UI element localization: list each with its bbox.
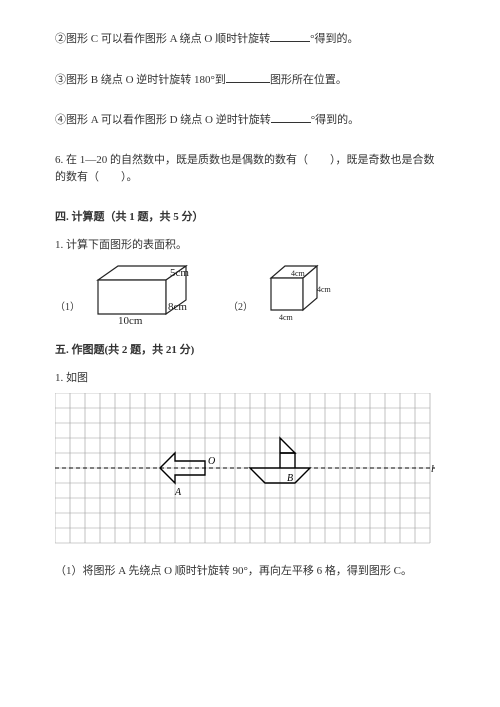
q2-prefix: ②图形 C 可以看作图形 A 绕点 O 顺时针旋转 — [55, 33, 270, 45]
q6-text: 6. 在 1—20 的自然数中，既是质数也是偶数的数有（ ），既是奇数也是合数的… — [55, 154, 435, 184]
svg-text:A: A — [174, 487, 182, 498]
question-4: ④图形 A 可以看作图形 D 绕点 O 逆时针旋转 °得到的。 — [55, 111, 445, 130]
q3-blank[interactable] — [226, 71, 270, 83]
question-6: 6. 在 1—20 的自然数中，既是质数也是偶数的数有（ ），既是奇数也是合数的… — [55, 152, 445, 187]
question-2: ②图形 C 可以看作图形 A 绕点 O 顺时针旋转 °得到的。 — [55, 30, 445, 49]
q2-suffix: °得到的。 — [310, 33, 358, 45]
svg-text:8cm: 8cm — [168, 301, 187, 313]
svg-text:O: O — [208, 456, 215, 467]
svg-text:5cm: 5cm — [170, 267, 189, 279]
cube-icon: 4cm 4cm 4cm — [261, 262, 333, 324]
svg-text:4cm: 4cm — [279, 313, 294, 322]
q2-blank[interactable] — [270, 30, 310, 42]
q4-prefix: ④图形 A 可以看作图形 D 绕点 O 逆时针旋转 — [55, 114, 271, 126]
q4-blank[interactable] — [271, 111, 311, 123]
section-4-title: 四. 计算题（共 1 题，共 5 分） — [55, 209, 445, 227]
svg-text:B: B — [287, 473, 293, 484]
svg-text:4cm: 4cm — [291, 269, 306, 278]
section-5-title: 五. 作图题(共 2 题，共 21 分) — [55, 342, 445, 360]
cuboid-figure: （1） 5cm 8cm 10cm — [55, 262, 198, 324]
grid-figure: O A Bl — [55, 393, 445, 545]
figure-row: （1） 5cm 8cm 10cm （2） 4cm 4cm 4cm — [55, 262, 445, 324]
svg-text:10cm: 10cm — [118, 315, 143, 324]
section-5-q1: 1. 如图 — [55, 370, 445, 388]
question-3: ③图形 B 绕点 O 逆时针旋转 180°到 图形所在位置。 — [55, 71, 445, 90]
cube-figure: （2） 4cm 4cm 4cm — [228, 262, 333, 324]
cuboid-icon: 5cm 8cm 10cm — [88, 262, 198, 324]
grid-icon: O A Bl — [55, 393, 435, 545]
cuboid-label: （1） — [55, 300, 80, 316]
section-4-q1: 1. 计算下面图形的表面积。 — [55, 237, 445, 255]
cube-label: （2） — [228, 300, 253, 316]
question-5-1: （1）将图形 A 先绕点 O 顺时针旋转 90°，再向左平移 6 格，得到图形 … — [55, 563, 445, 581]
q4-suffix: °得到的。 — [311, 114, 359, 126]
q5-1-text: （1）将图形 A 先绕点 O 顺时针旋转 90°，再向左平移 6 格，得到图形 … — [55, 565, 412, 577]
q3-suffix: 图形所在位置。 — [270, 74, 347, 86]
svg-text:l: l — [431, 464, 434, 475]
svg-text:4cm: 4cm — [317, 285, 332, 294]
q3-prefix: ③图形 B 绕点 O 逆时针旋转 180°到 — [55, 74, 226, 86]
